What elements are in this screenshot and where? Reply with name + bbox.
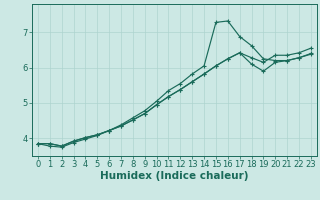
X-axis label: Humidex (Indice chaleur): Humidex (Indice chaleur) bbox=[100, 171, 249, 181]
